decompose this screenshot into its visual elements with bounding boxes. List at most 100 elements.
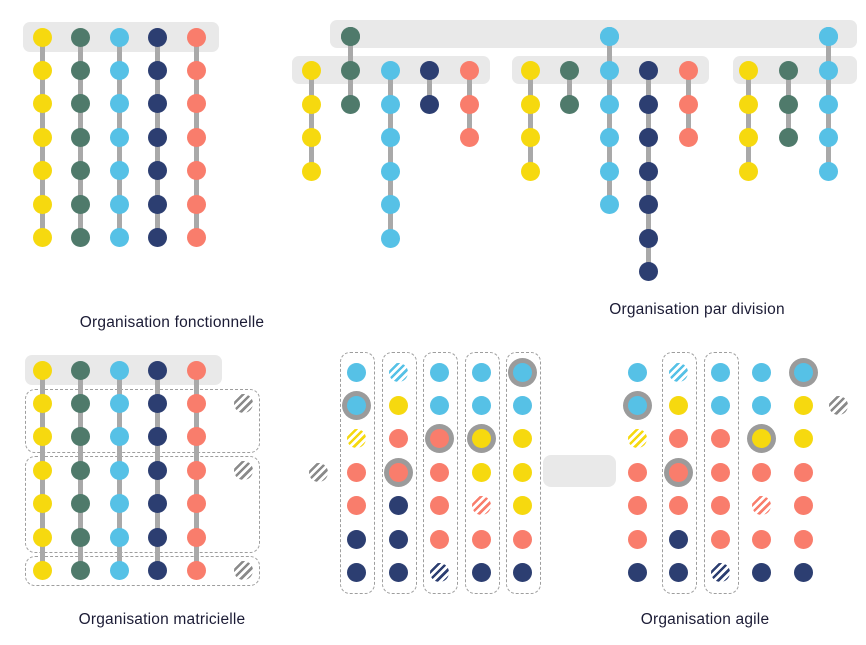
person-dot bbox=[186, 494, 206, 514]
person-dot bbox=[109, 560, 129, 580]
person-dot bbox=[380, 128, 400, 148]
person-dot bbox=[71, 494, 90, 514]
reporting-line bbox=[116, 370, 122, 571]
reporting-line bbox=[78, 37, 83, 238]
person-dot bbox=[32, 427, 52, 447]
person-dot bbox=[710, 462, 730, 482]
person-dot bbox=[148, 127, 167, 147]
person-dot bbox=[186, 127, 206, 147]
reporting-line bbox=[193, 37, 199, 238]
person-dot bbox=[380, 161, 400, 181]
person-dot bbox=[148, 427, 167, 447]
person-dot bbox=[148, 27, 167, 47]
hatched-person-dot bbox=[752, 496, 771, 516]
person-dot bbox=[341, 95, 360, 114]
person-dot bbox=[793, 496, 813, 516]
person-dot bbox=[186, 94, 206, 114]
person-dot bbox=[148, 94, 167, 114]
person-dot bbox=[380, 228, 400, 248]
person-dot bbox=[388, 395, 408, 415]
person-dot bbox=[301, 95, 321, 114]
person-dot bbox=[109, 427, 129, 447]
person-dot bbox=[752, 529, 771, 549]
person-dot bbox=[71, 161, 90, 181]
hatched-person-dot bbox=[388, 362, 408, 382]
person-dot bbox=[818, 60, 838, 80]
person-dot bbox=[109, 393, 129, 413]
reporting-line bbox=[155, 37, 160, 238]
person-dot bbox=[459, 60, 479, 80]
person-dot bbox=[148, 227, 167, 247]
hatched-person-dot bbox=[669, 362, 688, 382]
person-dot bbox=[347, 562, 366, 582]
reporting-line bbox=[39, 370, 45, 571]
person-dot bbox=[186, 60, 206, 80]
person-dot bbox=[430, 529, 449, 549]
person-dot bbox=[148, 393, 167, 413]
person-dot bbox=[599, 26, 619, 46]
person-dot bbox=[388, 429, 408, 449]
reporting-line bbox=[348, 36, 353, 70]
person-dot bbox=[678, 60, 698, 80]
person-dot bbox=[71, 127, 90, 147]
divisional-org-caption: Organisation par division bbox=[609, 301, 785, 318]
reporting-line bbox=[78, 370, 83, 571]
external-hatched-dot bbox=[233, 560, 253, 580]
person-dot bbox=[710, 429, 730, 449]
person-dot bbox=[778, 60, 798, 80]
person-dot bbox=[430, 462, 449, 482]
person-dot bbox=[347, 529, 366, 549]
person-dot bbox=[818, 161, 838, 181]
person-dot bbox=[639, 228, 658, 248]
person-dot bbox=[71, 427, 90, 447]
management-band bbox=[23, 22, 219, 52]
person-dot bbox=[430, 362, 449, 382]
person-dot bbox=[347, 395, 366, 415]
equivalence-connector bbox=[543, 455, 616, 487]
person-dot bbox=[752, 462, 771, 482]
reporting-line bbox=[567, 70, 572, 105]
person-dot bbox=[430, 395, 449, 415]
reporting-line bbox=[39, 37, 45, 238]
person-dot bbox=[599, 26, 619, 46]
person-dot bbox=[388, 462, 408, 482]
squad-box bbox=[464, 351, 500, 594]
person-dot bbox=[599, 60, 619, 80]
person-dot bbox=[32, 560, 52, 580]
hatched-person-dot bbox=[430, 562, 449, 582]
person-dot bbox=[380, 95, 400, 114]
person-dot bbox=[627, 562, 647, 582]
person-dot bbox=[818, 26, 838, 46]
person-dot bbox=[627, 362, 647, 382]
person-dot bbox=[148, 560, 167, 580]
person-dot bbox=[32, 527, 52, 547]
person-dot bbox=[793, 529, 813, 549]
person-dot bbox=[347, 462, 366, 482]
person-dot bbox=[669, 562, 688, 582]
person-dot bbox=[71, 194, 90, 214]
person-dot bbox=[109, 527, 129, 547]
person-dot bbox=[32, 194, 52, 214]
person-dot bbox=[71, 60, 90, 80]
external-hatched-dot bbox=[233, 460, 253, 480]
reporting-line bbox=[825, 70, 831, 172]
squad-box bbox=[423, 351, 458, 594]
person-dot bbox=[793, 462, 813, 482]
person-dot bbox=[599, 195, 619, 215]
person-dot bbox=[420, 95, 439, 114]
person-dot bbox=[471, 362, 491, 382]
person-dot bbox=[738, 95, 758, 114]
person-dot bbox=[186, 460, 206, 480]
person-dot bbox=[513, 562, 532, 582]
squad-box bbox=[381, 351, 417, 594]
person-dot bbox=[513, 462, 532, 482]
person-dot bbox=[513, 395, 532, 415]
person-dot bbox=[520, 60, 540, 80]
reporting-line bbox=[387, 70, 393, 239]
reporting-line bbox=[155, 370, 160, 571]
person-dot bbox=[109, 494, 129, 514]
chapter-box bbox=[703, 351, 739, 594]
reporting-line bbox=[427, 70, 432, 105]
person-dot bbox=[627, 395, 647, 415]
reporting-line bbox=[785, 70, 791, 138]
